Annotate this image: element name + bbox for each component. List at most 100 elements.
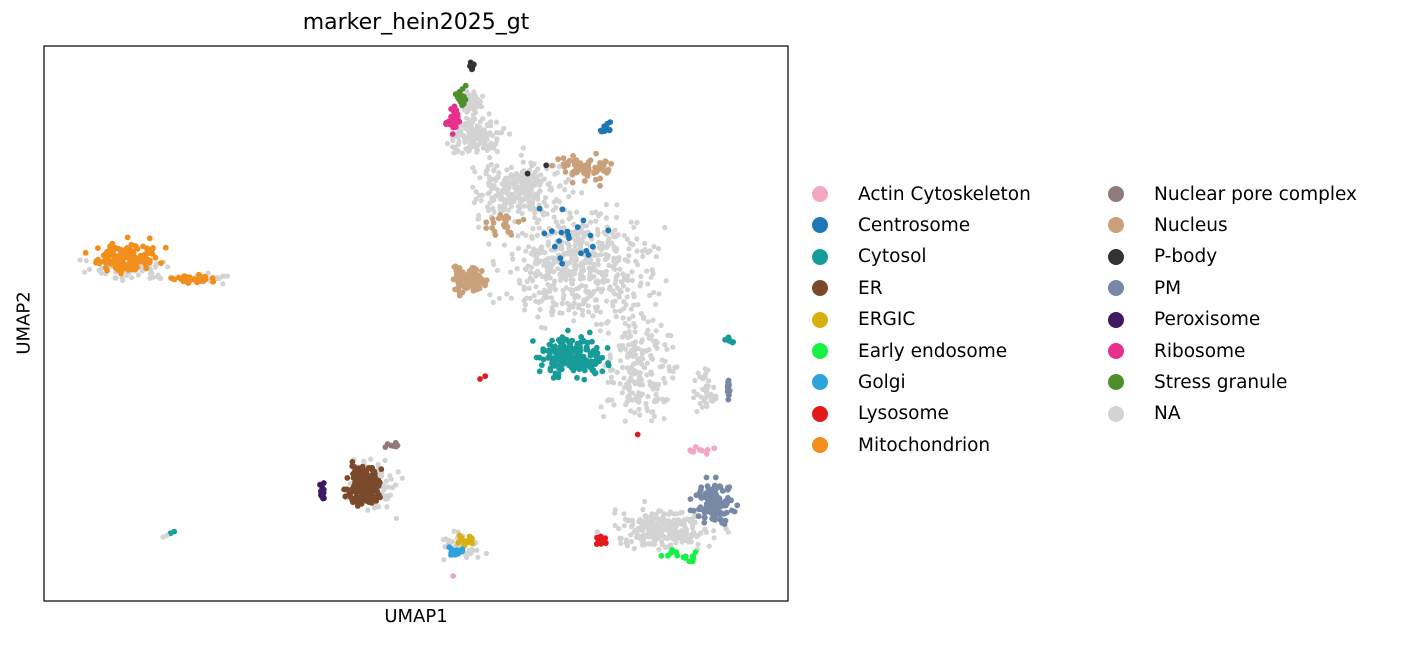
point-na	[622, 418, 628, 424]
point-na	[466, 136, 472, 142]
point-nucleus	[456, 271, 462, 278]
point-na	[521, 187, 527, 193]
point-na	[361, 458, 367, 464]
point-actin-cytoskeleton	[699, 447, 705, 454]
point-na	[651, 413, 658, 419]
point-na	[563, 179, 569, 185]
point-na	[83, 258, 89, 264]
point-na	[585, 288, 591, 295]
point-nucleus	[462, 285, 469, 292]
point-na	[534, 232, 540, 238]
point-na	[477, 175, 483, 181]
point-na	[384, 504, 390, 510]
point-na	[165, 264, 171, 270]
point-na	[646, 540, 652, 547]
point-na	[579, 225, 585, 231]
point-na	[494, 149, 500, 155]
point-na	[590, 313, 596, 319]
point-na	[517, 177, 523, 183]
point-na	[518, 152, 524, 158]
point-mitochondrion	[143, 260, 150, 267]
point-centrosome	[605, 227, 612, 234]
point-cytosol	[581, 376, 588, 383]
point-na	[459, 150, 465, 156]
point-na	[494, 163, 500, 169]
point-er	[377, 494, 383, 501]
point-na	[692, 377, 698, 384]
point-na	[507, 131, 513, 137]
point-na	[570, 304, 576, 310]
point-na	[542, 325, 548, 331]
legend-label: PM	[1154, 277, 1182, 299]
point-na	[588, 219, 594, 225]
point-na	[653, 398, 660, 404]
point-na	[550, 299, 556, 305]
point-na	[641, 365, 648, 371]
point-cytosol	[594, 350, 601, 356]
point-centrosome	[580, 217, 587, 224]
point-na	[481, 127, 487, 133]
point-na	[690, 515, 696, 521]
point-na	[601, 413, 607, 420]
point-na	[441, 557, 447, 563]
point-na	[510, 176, 516, 182]
point-na	[550, 308, 556, 314]
point-actin-cytoskeleton	[450, 573, 457, 579]
point-na	[493, 141, 499, 147]
point-na	[532, 271, 538, 277]
point-na	[368, 456, 374, 462]
point-na	[483, 170, 489, 177]
point-na	[513, 182, 519, 188]
legend-label: P-body	[1154, 246, 1218, 268]
point-na	[623, 537, 630, 543]
point-na	[542, 257, 548, 263]
point-ergic	[455, 540, 461, 546]
point-mitochondrion	[95, 245, 101, 252]
point-na	[633, 393, 639, 400]
point-cytosol	[547, 367, 554, 374]
point-cytosol	[557, 350, 564, 357]
point-na	[545, 181, 551, 187]
point-na	[600, 272, 606, 278]
point-na	[505, 184, 511, 190]
point-na	[628, 539, 634, 545]
point-na	[589, 274, 595, 280]
point-na	[592, 304, 599, 310]
point-nucleus	[478, 268, 485, 274]
point-na	[595, 279, 602, 285]
point-na	[554, 170, 561, 176]
point-na	[628, 306, 634, 312]
point-na	[617, 535, 623, 542]
point-na	[566, 194, 572, 200]
point-pm	[726, 484, 733, 490]
point-na	[583, 283, 589, 290]
point-early-endosome	[658, 552, 665, 559]
point-na	[515, 245, 522, 251]
point-na	[628, 408, 634, 414]
point-nucleus	[475, 280, 482, 286]
point-na	[508, 203, 515, 209]
point-na	[508, 295, 514, 301]
point-mitochondrion	[124, 234, 131, 241]
point-mitochondrion	[149, 251, 156, 257]
point-na	[544, 203, 550, 209]
point-na	[598, 404, 604, 410]
point-na	[551, 214, 557, 220]
point-cytosol	[539, 362, 545, 368]
point-mitochondrion	[175, 274, 182, 281]
point-na	[597, 328, 603, 334]
point-na	[586, 309, 592, 315]
point-er	[372, 493, 379, 500]
point-na	[653, 391, 659, 398]
point-na	[532, 210, 538, 216]
point-na	[625, 518, 631, 524]
point-na	[629, 364, 635, 370]
point-na	[605, 238, 611, 245]
point-na	[591, 261, 598, 267]
point-na	[455, 148, 461, 154]
plot-frame	[43, 45, 789, 602]
point-na	[514, 266, 520, 272]
point-na	[628, 532, 634, 538]
point-er	[351, 483, 357, 489]
point-mitochondrion	[199, 277, 206, 283]
